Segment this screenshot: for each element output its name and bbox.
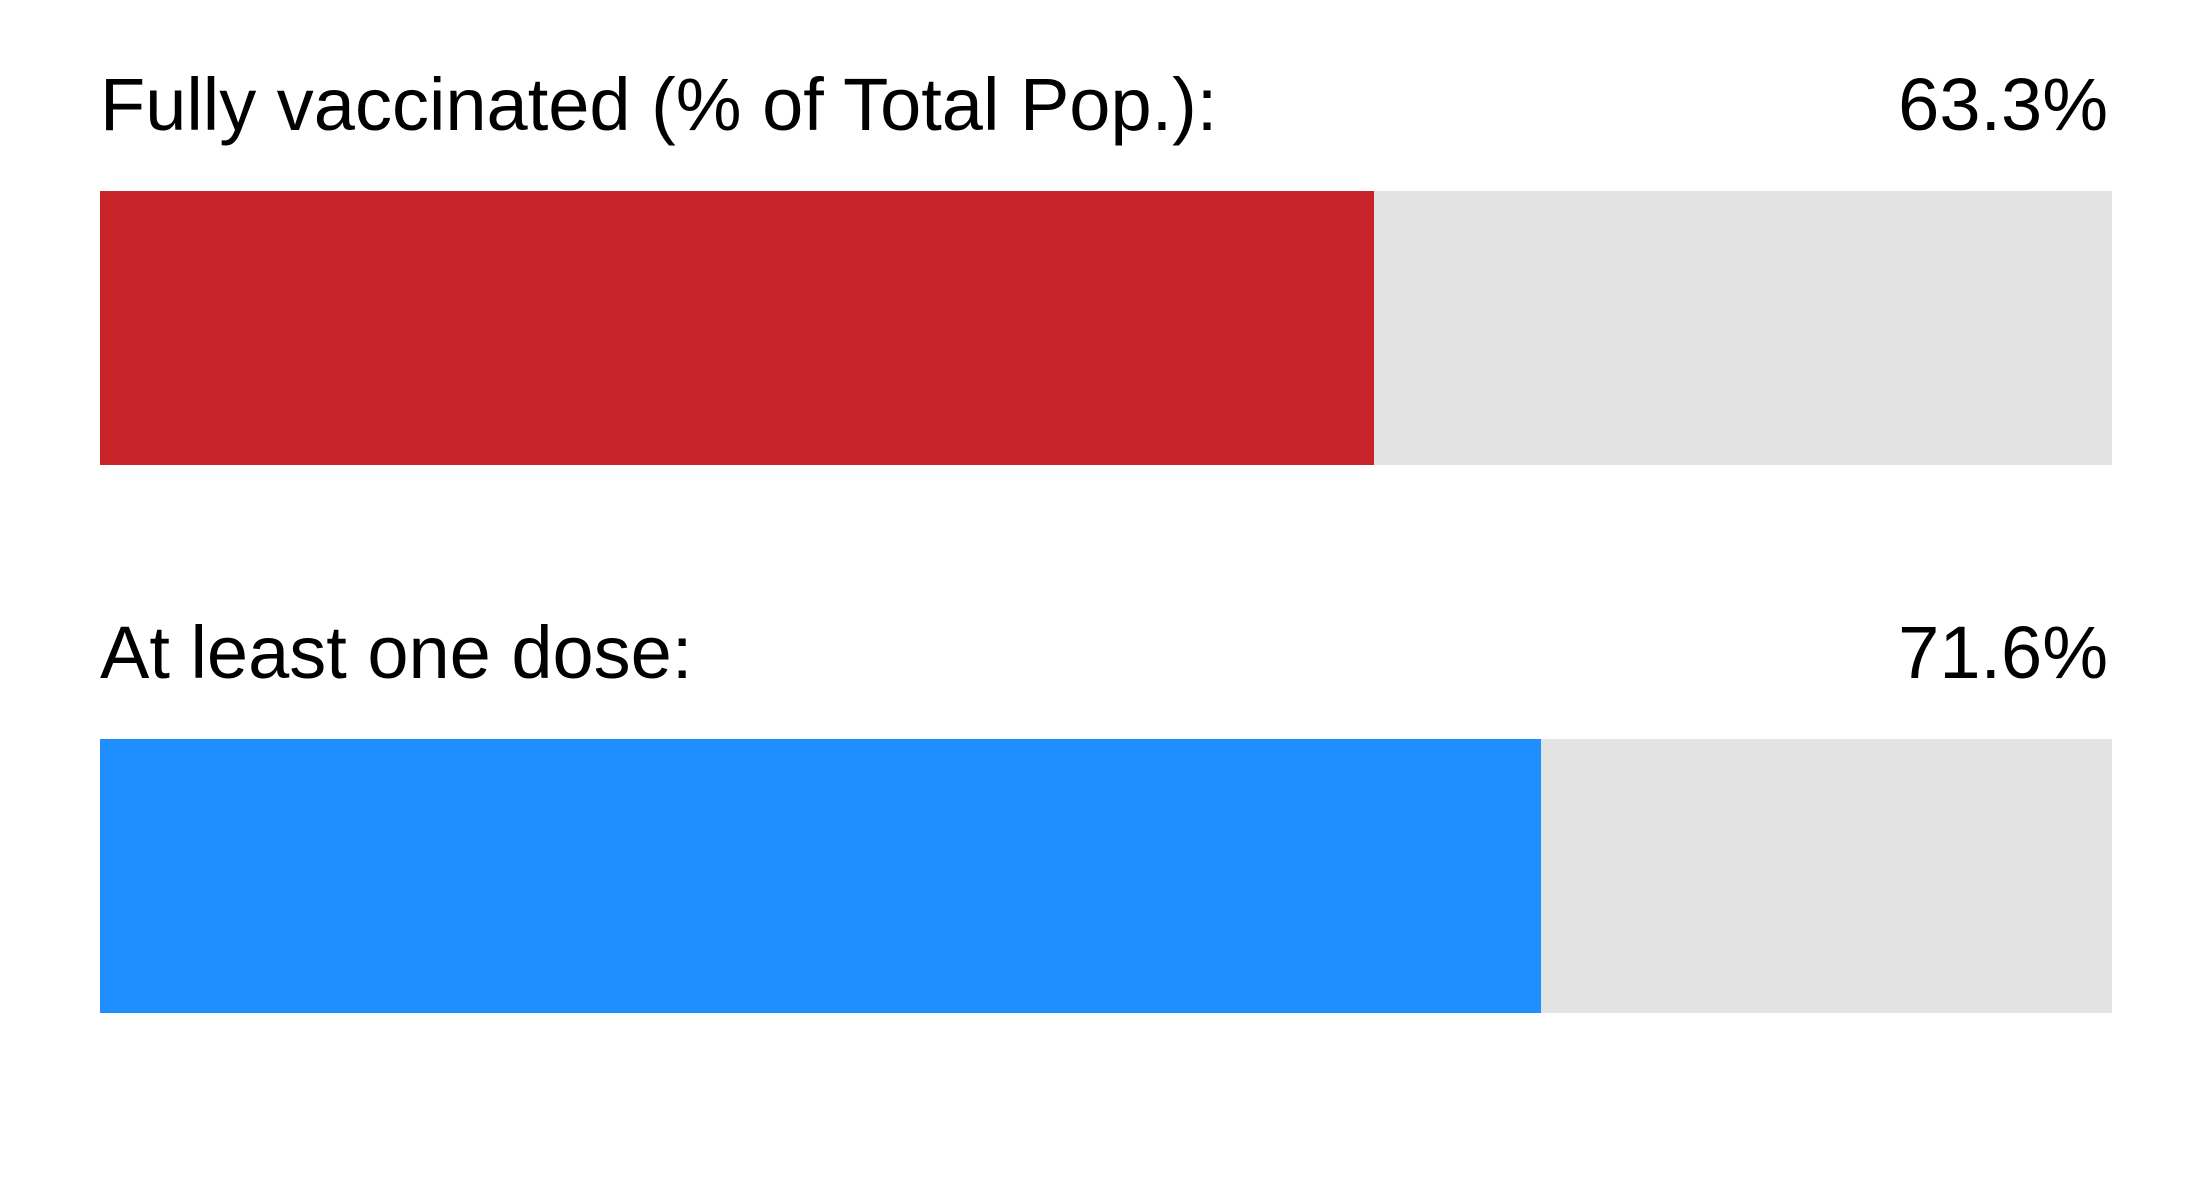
one-dose-value: 71.6%	[1898, 611, 2108, 694]
fully-vaccinated-label: Fully vaccinated (% of Total Pop.):	[100, 63, 1218, 146]
fully-vaccinated-value: 63.3%	[1898, 63, 2108, 146]
fully-vaccinated-header: Fully vaccinated (% of Total Pop.): 63.3…	[100, 60, 2112, 191]
fully-vaccinated-bar-track	[100, 191, 2112, 465]
one-dose-label: At least one dose:	[100, 611, 693, 694]
one-dose-stat: At least one dose: 71.6%	[100, 608, 2112, 1013]
fully-vaccinated-bar-fill	[100, 191, 1374, 465]
one-dose-header: At least one dose: 71.6%	[100, 608, 2112, 739]
one-dose-bar-track	[100, 739, 2112, 1013]
fully-vaccinated-stat: Fully vaccinated (% of Total Pop.): 63.3…	[100, 60, 2112, 465]
one-dose-bar-fill	[100, 739, 1541, 1013]
